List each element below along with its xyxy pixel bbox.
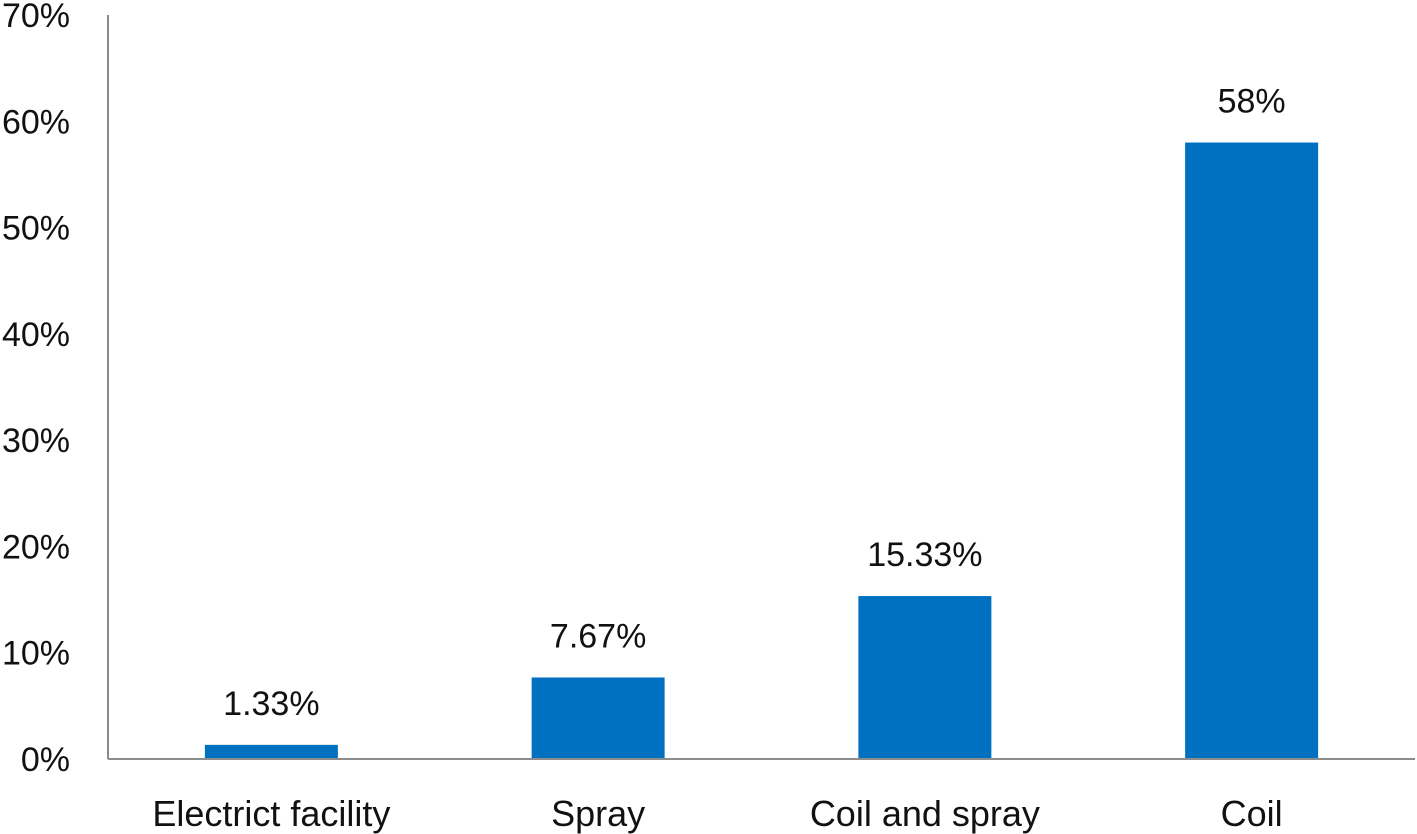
category-label: Coil and spray (810, 793, 1040, 834)
data-label: 15.33% (867, 536, 982, 574)
bars-group (204, 142, 1319, 760)
data-label: 7.67% (550, 617, 646, 655)
data-label: 58% (1218, 83, 1286, 121)
y-tick-label: 50% (2, 210, 70, 248)
data-labels-group: 1.33% 7.67% 15.33% 58% (223, 83, 1285, 723)
y-tick-label: 10% (2, 635, 70, 673)
y-tick-label: 70% (2, 0, 70, 35)
category-labels-group: Electrict facility Spray Coil and spray Coi… (152, 793, 1282, 834)
data-label: 1.33% (223, 685, 319, 723)
y-tick-label: 60% (2, 103, 70, 141)
category-label: Spray (551, 793, 645, 834)
y-tick-label: 20% (2, 528, 70, 566)
category-label: Electrict facility (152, 793, 390, 834)
category-label: Coil (1221, 793, 1283, 834)
bar (858, 596, 992, 759)
y-axis-ticks: 0% 10% 20% 30% 40% 50% 60% 70% (2, 0, 70, 779)
y-tick-label: 40% (2, 316, 70, 354)
bar (531, 677, 665, 759)
y-tick-label: 0% (21, 741, 70, 779)
bar (204, 744, 338, 759)
bar (1185, 142, 1319, 760)
y-tick-label: 30% (2, 422, 70, 460)
